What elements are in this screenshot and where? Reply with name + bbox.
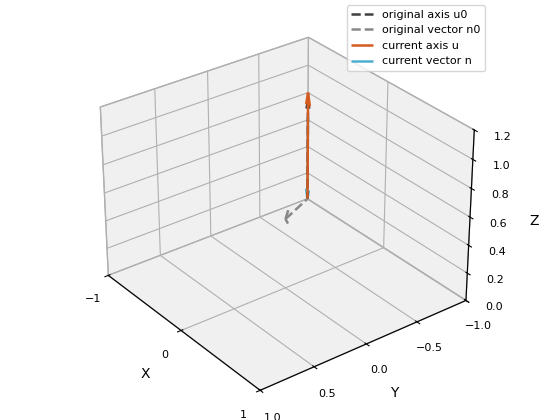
Y-axis label: Y: Y <box>390 386 399 400</box>
Legend: original axis u0, original vector n0, current axis u, current vector n: original axis u0, original vector n0, cu… <box>347 5 485 71</box>
X-axis label: X: X <box>140 367 150 381</box>
